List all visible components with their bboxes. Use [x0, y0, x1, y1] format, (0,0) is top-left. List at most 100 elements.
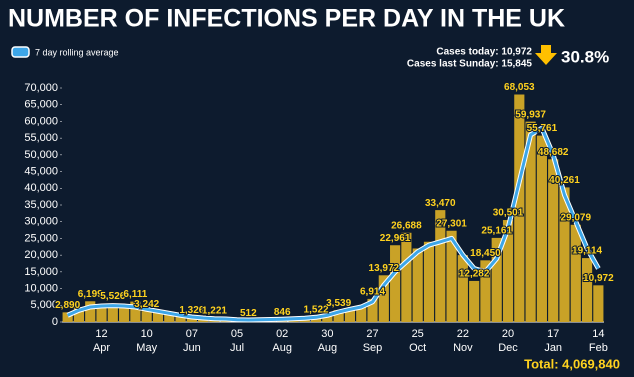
- bar: [164, 313, 175, 322]
- value-label: 33,470: [425, 198, 456, 209]
- bar: [469, 280, 480, 322]
- x-month-label: Sep: [363, 342, 383, 354]
- y-tick-label: 50,000: [24, 149, 58, 161]
- x-tick-label: 07: [186, 328, 198, 340]
- y-tick-label: 60,000: [24, 115, 58, 127]
- bar: [378, 275, 389, 322]
- value-label: 512: [240, 308, 257, 319]
- bar: [559, 187, 570, 322]
- y-tick-label: 10,000: [24, 282, 58, 294]
- value-label: 29,079: [560, 212, 591, 223]
- y-tick-label: 25,000: [24, 232, 58, 244]
- value-label: 3,242: [134, 299, 159, 310]
- y-tick-label: 55,000: [24, 132, 58, 144]
- bar: [412, 248, 423, 322]
- bar: [186, 317, 197, 322]
- value-label: 30,501: [493, 208, 524, 219]
- rolling-average-line: [66, 126, 600, 322]
- bar: [536, 135, 547, 322]
- value-label: 12,282: [459, 269, 490, 280]
- x-tick-label: 14: [592, 328, 604, 340]
- x-month-label: Aug: [318, 342, 338, 354]
- y-tick-label: 40,000: [24, 182, 58, 194]
- value-label: 1,221: [202, 306, 227, 317]
- legend-swatch: [11, 46, 30, 58]
- y-tick-label: 5,000: [30, 299, 58, 311]
- value-label: 1,326: [179, 305, 204, 316]
- value-label: 1,522: [304, 305, 329, 316]
- x-month-label: Apr: [93, 342, 110, 354]
- value-label: 18,450: [470, 248, 501, 259]
- x-month-label: Feb: [589, 342, 608, 354]
- bar: [514, 94, 525, 322]
- value-label: 10,972: [583, 273, 614, 284]
- bar: [502, 220, 514, 322]
- bar: [570, 224, 581, 322]
- x-month-label: Dec: [498, 342, 518, 354]
- bar: [435, 210, 446, 322]
- change-percent: 30.8%: [561, 47, 609, 66]
- value-label: 25,161: [481, 226, 512, 237]
- value-label: 48,682: [538, 147, 569, 158]
- value-label: 27,301: [436, 218, 467, 229]
- chart-title: NUMBER OF INFECTIONS PER DAY IN THE UK: [8, 5, 565, 33]
- y-tick-label: 70,000: [24, 82, 58, 94]
- bar: [85, 301, 96, 322]
- bar: [593, 285, 604, 322]
- value-label: 6,199: [78, 289, 103, 300]
- value-label: 40,261: [549, 175, 580, 186]
- x-tick-label: 22: [457, 328, 469, 340]
- x-tick-label: 10: [141, 328, 153, 340]
- cases-last-sunday: Cases last Sunday: 15,845: [407, 59, 533, 70]
- value-label: 59,937: [515, 109, 546, 120]
- bar: [581, 258, 593, 322]
- x-tick-label: 17: [547, 328, 559, 340]
- bar: [175, 315, 186, 322]
- bar: [401, 232, 412, 322]
- y-tick-label: 20,000: [24, 249, 58, 261]
- x-month-label: Aug: [272, 342, 292, 354]
- bar: [356, 306, 367, 322]
- bar: [367, 298, 378, 322]
- x-tick-label: 20: [502, 328, 514, 340]
- value-label: 68,053: [504, 82, 535, 93]
- x-month-label: Jan: [544, 342, 562, 354]
- x-month-label: Jul: [230, 342, 244, 354]
- y-tick-label: 0: [52, 316, 58, 328]
- value-label: 846: [274, 307, 291, 318]
- y-tick-label: 30,000: [24, 216, 58, 228]
- bar: [480, 260, 491, 322]
- bar: [141, 311, 152, 322]
- x-month-label: Jun: [183, 342, 201, 354]
- bar: [446, 230, 457, 322]
- x-tick-label: 12: [95, 328, 107, 340]
- x-tick-label: 30: [321, 328, 333, 340]
- x-tick-label: 25: [412, 328, 424, 340]
- y-tick-label: 45,000: [24, 165, 58, 177]
- bar: [107, 303, 118, 322]
- cases-today: Cases today: 10,972: [436, 47, 532, 58]
- x-tick-label: 02: [276, 328, 288, 340]
- value-label: 13,972: [369, 263, 400, 274]
- value-label: 2,890: [55, 300, 80, 311]
- x-month-label: May: [136, 342, 157, 354]
- bar: [423, 241, 435, 322]
- bar: [322, 315, 333, 322]
- x-tick-label: 05: [231, 328, 243, 340]
- bar: [491, 237, 502, 322]
- bar: [130, 301, 141, 322]
- bar: [152, 311, 164, 322]
- bar: [344, 310, 356, 322]
- legend-label: 7 day rolling average: [35, 47, 119, 57]
- x-tick-label: 27: [366, 328, 378, 340]
- bar: [457, 255, 468, 322]
- y-tick-label: 35,000: [24, 199, 58, 211]
- y-tick-label: 65,000: [24, 99, 58, 111]
- bar: [119, 305, 130, 322]
- value-label: 6,111: [123, 289, 147, 300]
- total: Total: 4,069,840: [524, 356, 620, 371]
- y-tick-label: 15,000: [24, 266, 58, 278]
- down-arrow: [535, 45, 557, 65]
- bar: [73, 306, 85, 322]
